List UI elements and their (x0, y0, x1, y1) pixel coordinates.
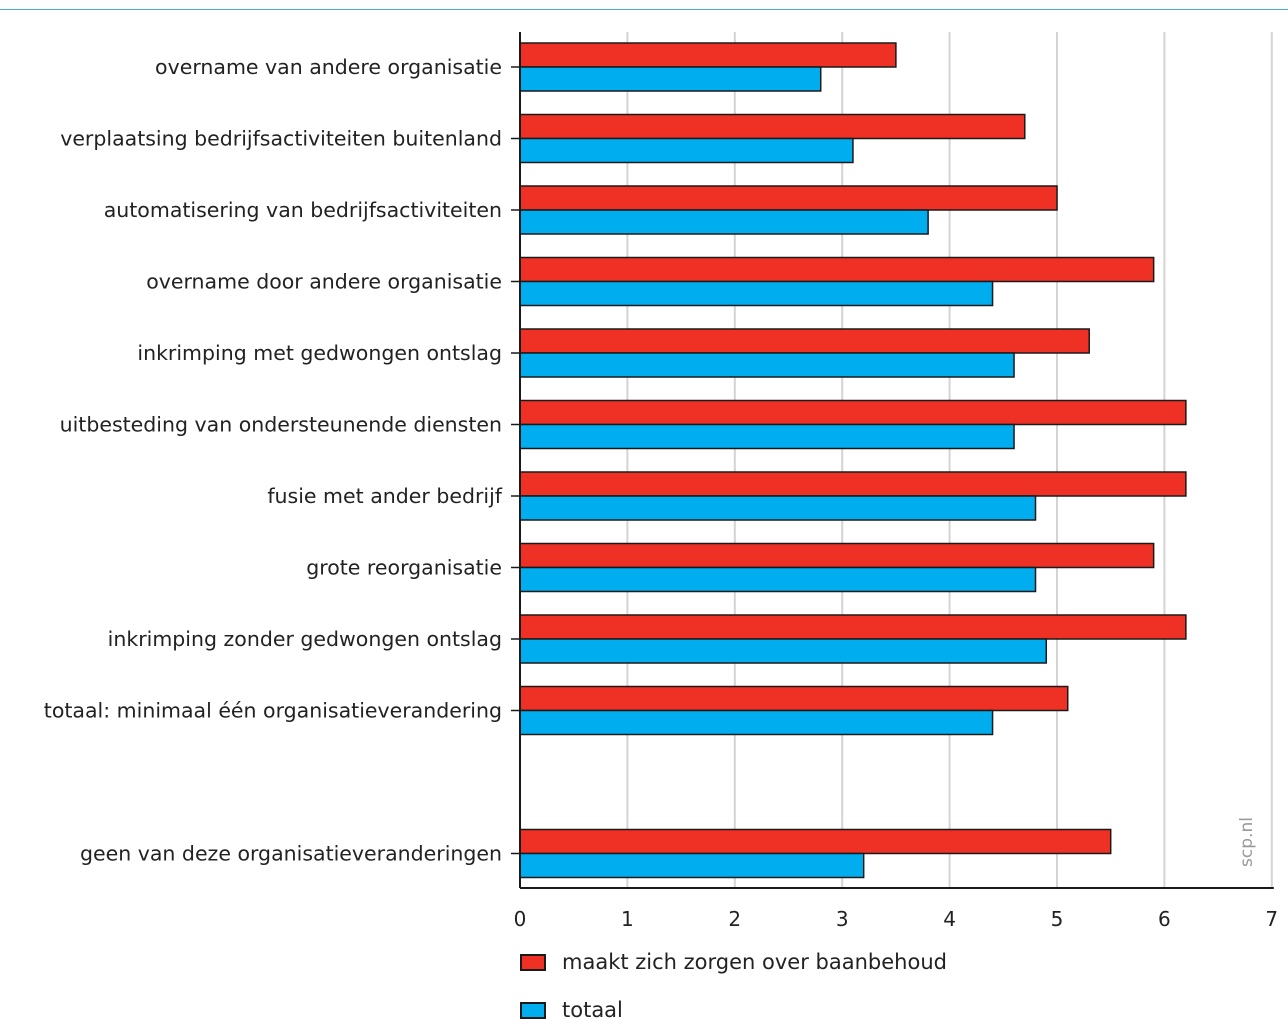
bar-worried (519, 828, 1112, 855)
x-tick-label: 5 (1051, 907, 1064, 931)
bar-worried (519, 685, 1069, 712)
category-label: fusie met ander bedrijf (267, 484, 502, 508)
category-label: overname van andere organisatie (155, 55, 502, 79)
x-tick-label: 0 (514, 907, 527, 931)
legend-item-worried: maakt zich zorgen over baanbehoud (520, 950, 947, 974)
category-label: overname door andere organisatie (146, 270, 502, 294)
legend-label-worried: maakt zich zorgen over baanbehoud (562, 950, 947, 974)
bar-worried (519, 42, 897, 68)
bar-total (519, 638, 1048, 664)
category-label: verplaatsing bedrijfsactiviteiten buiten… (60, 127, 502, 151)
bar-total (519, 66, 822, 92)
category-label: geen van deze organisatieveranderingen (80, 842, 502, 866)
x-tick-label: 3 (836, 907, 849, 931)
bar-worried (519, 542, 1155, 569)
category-label: automatisering van bedrijfsactiviteiten (104, 198, 502, 222)
bar-total (519, 137, 854, 164)
bar-total (519, 352, 1015, 378)
category-label: inkrimping zonder gedwongen ontslag (108, 627, 502, 651)
bar-worried (519, 256, 1155, 283)
legend-label-total: totaal (562, 998, 623, 1022)
x-tick-label: 6 (1158, 907, 1171, 931)
top-rule (0, 9, 1288, 10)
legend-swatch-total (520, 1001, 546, 1019)
bar-worried (519, 113, 1026, 140)
x-tick-label: 7 (1265, 907, 1278, 931)
category-label: uitbesteding van ondersteunende diensten (60, 413, 502, 437)
bar-total (519, 423, 1015, 450)
x-tick-label: 2 (728, 907, 741, 931)
watermark: scp.nl (1237, 817, 1257, 867)
bar-worried (519, 399, 1187, 426)
bar-total (519, 852, 865, 879)
bar-worried (519, 185, 1058, 211)
bar-worried (519, 328, 1090, 354)
bar-total (519, 495, 1037, 521)
category-label: inkrimping met gedwongen ontslag (137, 341, 502, 365)
category-label: totaal: minimaal één organisatieverander… (44, 699, 502, 723)
bar-total (519, 280, 994, 307)
bar-total (519, 566, 1037, 593)
category-label: grote reorganisatie (306, 556, 502, 580)
bar-total (519, 709, 994, 736)
x-tick-label: 1 (621, 907, 634, 931)
bar-worried (519, 471, 1187, 497)
legend-item-total: totaal (520, 998, 623, 1022)
bar-chart: overname van andere organisatie verplaats… (44, 32, 1278, 931)
bar-worried (519, 614, 1187, 640)
bar-total (519, 209, 929, 235)
legend-swatch-worried (520, 953, 546, 971)
x-tick-label: 4 (943, 907, 956, 931)
